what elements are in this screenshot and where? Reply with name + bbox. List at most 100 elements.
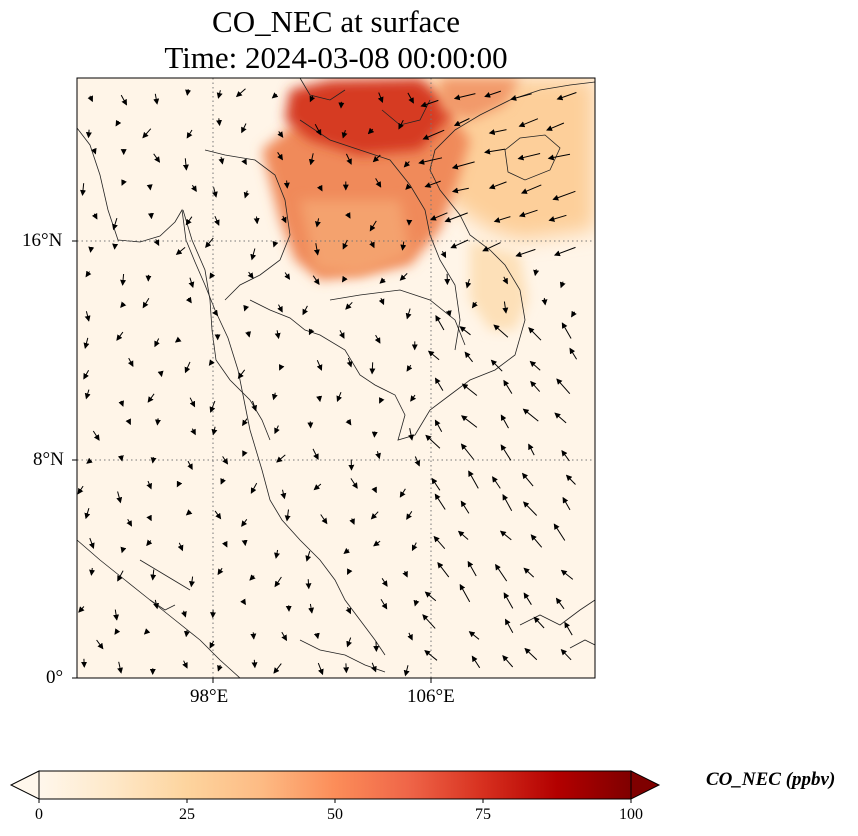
wind-vectors (77, 88, 578, 677)
wind-arrow (186, 129, 193, 139)
wind-arrow (120, 546, 127, 554)
wind-arrow (209, 400, 216, 413)
wind-arrow (344, 212, 351, 219)
wind-arrow (243, 304, 250, 312)
wind-arrow (425, 434, 441, 449)
colorbar (39, 771, 631, 799)
wind-arrow (502, 494, 513, 512)
wind-arrow (493, 324, 509, 338)
wind-arrow (522, 408, 539, 422)
wind-arrow (117, 570, 124, 582)
wind-arrow (313, 243, 320, 256)
wind-arrow (524, 647, 538, 661)
wind-arrow (117, 661, 123, 674)
wind-arrow (548, 214, 567, 222)
wind-arrow (459, 326, 471, 336)
wind-arrow (410, 394, 417, 402)
wind-arrow (450, 239, 469, 249)
wind-arrow (405, 308, 412, 320)
wind-arrow (437, 562, 450, 578)
wind-arrow (88, 537, 95, 550)
wind-arrow (281, 631, 288, 642)
wind-arrow (414, 456, 421, 467)
wind-arrow (422, 129, 445, 140)
wind-arrow (308, 328, 315, 336)
wind-arrow (343, 663, 350, 674)
wind-arrow (150, 457, 157, 464)
wind-arrow (434, 419, 443, 432)
wind-arrow (345, 606, 351, 615)
wind-arrow (372, 154, 381, 163)
wind-arrow (369, 241, 375, 249)
wind-arrow (465, 278, 472, 289)
colorbar-tick-label: 100 (619, 806, 643, 823)
wind-arrow (316, 395, 323, 403)
wind-arrow (341, 130, 348, 139)
wind-arrow (112, 217, 118, 231)
wind-arrow (157, 370, 164, 378)
wind-arrow (212, 309, 219, 317)
wind-arrow (280, 489, 287, 500)
wind-arrow (379, 397, 385, 404)
wind-arrow (96, 639, 104, 650)
wind-arrow (429, 212, 448, 221)
wind-arrow (313, 632, 320, 640)
wind-arrow (564, 621, 573, 636)
wind-arrow (565, 474, 576, 485)
wind-arrow (181, 610, 187, 618)
wind-arrow (561, 322, 572, 339)
wind-arrow (420, 99, 439, 108)
wind-arrow (518, 209, 538, 218)
wind-arrow (343, 547, 350, 555)
wind-arrow (153, 153, 161, 163)
wind-arrow (488, 181, 507, 190)
gridlines (77, 78, 595, 678)
wind-arrow (214, 215, 220, 226)
map-title-line1: CO_NEC at surface (212, 4, 460, 39)
wind-arrow (274, 549, 280, 559)
wind-arrow (369, 220, 377, 232)
wind-arrow (126, 518, 132, 527)
wind-arrow (272, 240, 279, 248)
wind-arrow (546, 122, 565, 131)
wind-arrow (211, 187, 218, 198)
wind-arrow (308, 153, 315, 166)
wind-arrow (316, 184, 323, 192)
wind-arrow (407, 92, 414, 104)
wind-arrow (220, 478, 226, 485)
wind-arrow (533, 616, 545, 629)
wind-arrow (211, 426, 218, 436)
wind-arrow (381, 578, 388, 587)
wind-arrow (378, 297, 385, 306)
wind-arrow (468, 470, 479, 489)
wind-arrow (553, 246, 576, 257)
wind-arrow (214, 510, 222, 520)
wind-arrow (216, 90, 223, 99)
wind-arrow (83, 337, 90, 349)
wind-arrow (556, 378, 571, 395)
wind-arrow (142, 297, 150, 309)
wind-arrow (276, 454, 286, 463)
wind-arrow (407, 632, 413, 641)
wind-arrow (374, 334, 381, 344)
wind-arrow (274, 425, 280, 435)
wind-arrow (523, 567, 535, 578)
colorbar-tick-marks (38, 799, 632, 803)
wind-arrow (217, 664, 223, 672)
wind-arrow (312, 448, 319, 460)
wind-arrow (422, 614, 436, 629)
wind-arrow (403, 665, 410, 677)
wind-arrow (440, 250, 447, 259)
wind-arrow (399, 488, 406, 498)
wind-arrow (120, 301, 127, 308)
wind-arrow (280, 215, 287, 224)
wind-arrow (342, 239, 349, 250)
wind-arrow (216, 118, 222, 127)
wind-arrow (242, 418, 248, 427)
wind-arrow (373, 540, 381, 547)
wind-arrow (431, 477, 441, 491)
wind-arrow (113, 609, 120, 621)
wind-arrow (505, 618, 514, 633)
wind-arrow (547, 153, 571, 161)
wind-arrow (433, 535, 446, 550)
